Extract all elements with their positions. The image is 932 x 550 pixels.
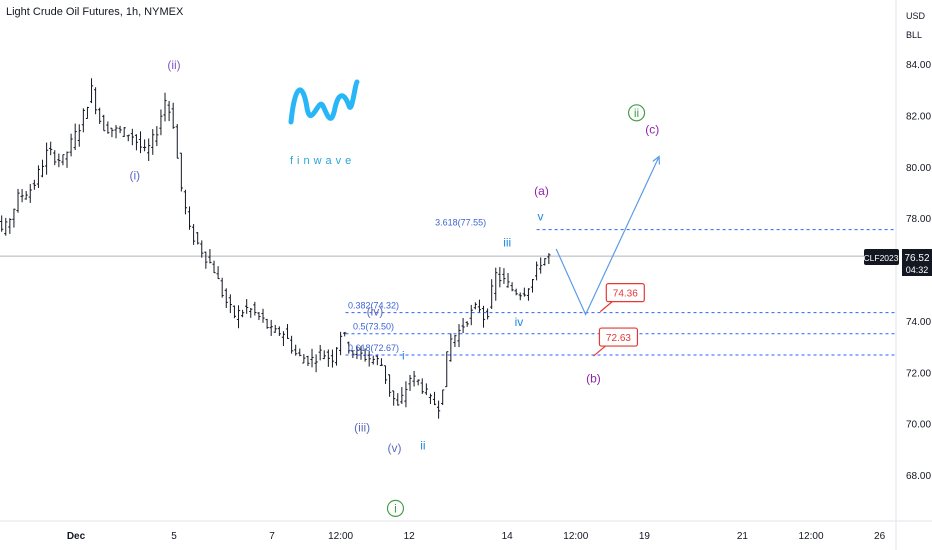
x-tick-label: 12:00 xyxy=(563,531,588,542)
ticker-price: 76.52 xyxy=(904,253,929,264)
candlestick-series xyxy=(0,78,551,419)
wave-label: (iv) xyxy=(367,305,384,319)
wave-circle-label: ii xyxy=(634,106,639,120)
y-tick-label: 72.00 xyxy=(906,368,931,379)
x-tick-label: 7 xyxy=(269,531,275,542)
wave-label: (i) xyxy=(129,169,140,183)
projection-arrowhead xyxy=(652,155,660,165)
ticker-price-bg xyxy=(902,249,932,276)
logo-text: finwave xyxy=(290,155,355,167)
y-tick-label: 70.00 xyxy=(906,420,931,431)
wave-label: (ii) xyxy=(167,58,180,72)
fib-level-label: 3.618(77.55) xyxy=(435,218,486,228)
wave-label: iv xyxy=(515,315,524,329)
wave-label: (b) xyxy=(586,372,601,386)
x-tick-label: 19 xyxy=(639,531,651,542)
unit-label: BLL xyxy=(906,30,922,40)
x-tick-label: Dec xyxy=(67,531,86,542)
chart-title: Light Crude Oil Futures, 1h, NYMEX xyxy=(6,6,184,18)
wave-label: iii xyxy=(503,235,511,249)
fibonacci-levels: 3.618(77.55) 0.382(74.32) 0.5(73.50) 0.618(… xyxy=(345,218,896,356)
y-tick-label: 68.00 xyxy=(906,471,931,482)
finwave-logo: finwave xyxy=(288,79,360,167)
wave-circle-label: i xyxy=(394,501,397,515)
fib-level-label: 0.5(73.50) xyxy=(353,322,394,332)
y-tick-label: 82.00 xyxy=(906,111,931,122)
x-tick-label: 12:00 xyxy=(328,531,353,542)
wave-label: (c) xyxy=(645,122,659,136)
wave-label: (iii) xyxy=(354,420,370,434)
wave-circle xyxy=(386,499,405,517)
y-tick-label: 80.00 xyxy=(906,163,931,174)
fib-level-label: 0.618(72.67) xyxy=(348,343,399,353)
currency-label: USD xyxy=(906,11,926,21)
wave-label: (a) xyxy=(534,184,549,198)
ticker-badge: CLF2023 76.52 04:32 xyxy=(864,249,932,276)
y-tick-label: 78.00 xyxy=(906,214,931,225)
price-target-labels: 74.36 72.63 xyxy=(593,283,645,357)
ticker-symbol-bg xyxy=(864,249,899,265)
logo-wave-mark xyxy=(288,79,360,125)
x-tick-label: 26 xyxy=(874,531,886,542)
x-tick-label: 12:00 xyxy=(798,531,823,542)
ticker-symbol: CLF2023 xyxy=(864,253,899,263)
y-tick-label: 74.00 xyxy=(906,317,931,328)
y-tick-label: 84.00 xyxy=(906,60,931,71)
wave-label: (v) xyxy=(388,441,402,455)
target-value: 72.63 xyxy=(606,333,631,344)
projection-line xyxy=(555,156,660,316)
wave-circle xyxy=(627,104,646,122)
target-pointer xyxy=(599,301,613,313)
target-pointer xyxy=(593,345,606,357)
x-tick-label: 14 xyxy=(502,531,514,542)
wave-label: ii xyxy=(420,438,425,452)
x-tick-label: 21 xyxy=(737,531,749,542)
target-box xyxy=(605,283,645,303)
projection-path xyxy=(555,155,660,316)
fib-level-label: 0.382(74.32) xyxy=(348,301,399,311)
target-box xyxy=(598,327,639,347)
wave-label: v xyxy=(538,210,544,224)
x-tick-label: 5 xyxy=(171,531,177,542)
ticker-countdown: 04:32 xyxy=(906,265,929,275)
wave-label: i xyxy=(402,348,405,362)
x-tick-label: 12 xyxy=(404,531,416,542)
target-value: 74.36 xyxy=(613,289,638,300)
